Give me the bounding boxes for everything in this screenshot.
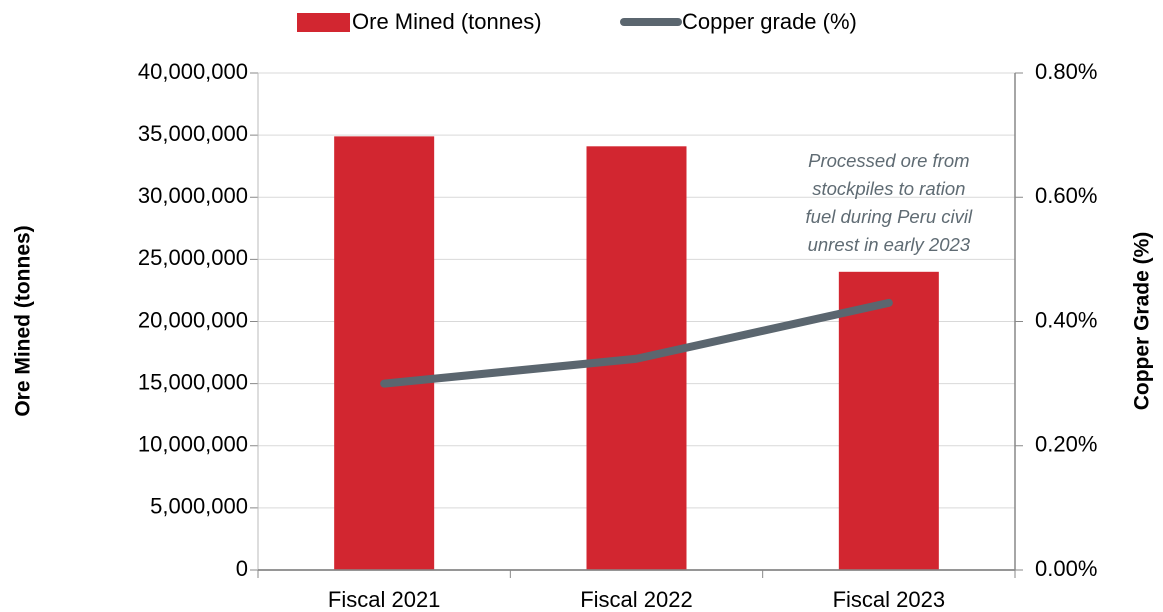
bar bbox=[334, 136, 435, 570]
y-tick-label: 25,000,000 bbox=[138, 245, 248, 270]
y2-tick-label: 0.80% bbox=[1035, 59, 1097, 84]
x-tick-label: Fiscal 2022 bbox=[580, 587, 693, 612]
y-tick-label: 15,000,000 bbox=[138, 369, 248, 394]
y2-axis-title: Copper Grade (%) bbox=[1131, 232, 1154, 411]
y-tick-label: 35,000,000 bbox=[138, 121, 248, 146]
legend-label: Copper grade (%) bbox=[682, 9, 857, 34]
x-tick-label: Fiscal 2021 bbox=[328, 587, 441, 612]
x-tick-label: Fiscal 2023 bbox=[833, 587, 946, 612]
y2-tick-label: 0.20% bbox=[1035, 432, 1097, 457]
line bbox=[380, 298, 893, 388]
y-tick-label: 30,000,000 bbox=[138, 183, 248, 208]
annotation: unrest in early 2023 bbox=[808, 234, 971, 255]
y-tick-label: 5,000,000 bbox=[150, 494, 248, 519]
y2-tick-label: 0.40% bbox=[1035, 307, 1097, 332]
y-axis-title: Ore Mined (tonnes) bbox=[12, 225, 35, 416]
annotation: Processed ore from bbox=[808, 150, 969, 171]
annotation: stockpiles to ration bbox=[812, 178, 965, 199]
y2-tick-label: 0.00% bbox=[1035, 556, 1097, 581]
bar bbox=[838, 271, 939, 570]
annotation: fuel during Peru civil bbox=[806, 206, 973, 227]
legend-swatch bbox=[297, 13, 350, 32]
y-tick-label: 20,000,000 bbox=[138, 307, 248, 332]
y-tick-label: 40,000,000 bbox=[138, 59, 248, 84]
y-tick-label: 10,000,000 bbox=[138, 432, 248, 457]
y-tick-label: 0 bbox=[236, 556, 248, 581]
y2-tick-label: 0.60% bbox=[1035, 183, 1097, 208]
legend-label: Ore Mined (tonnes) bbox=[352, 9, 542, 34]
